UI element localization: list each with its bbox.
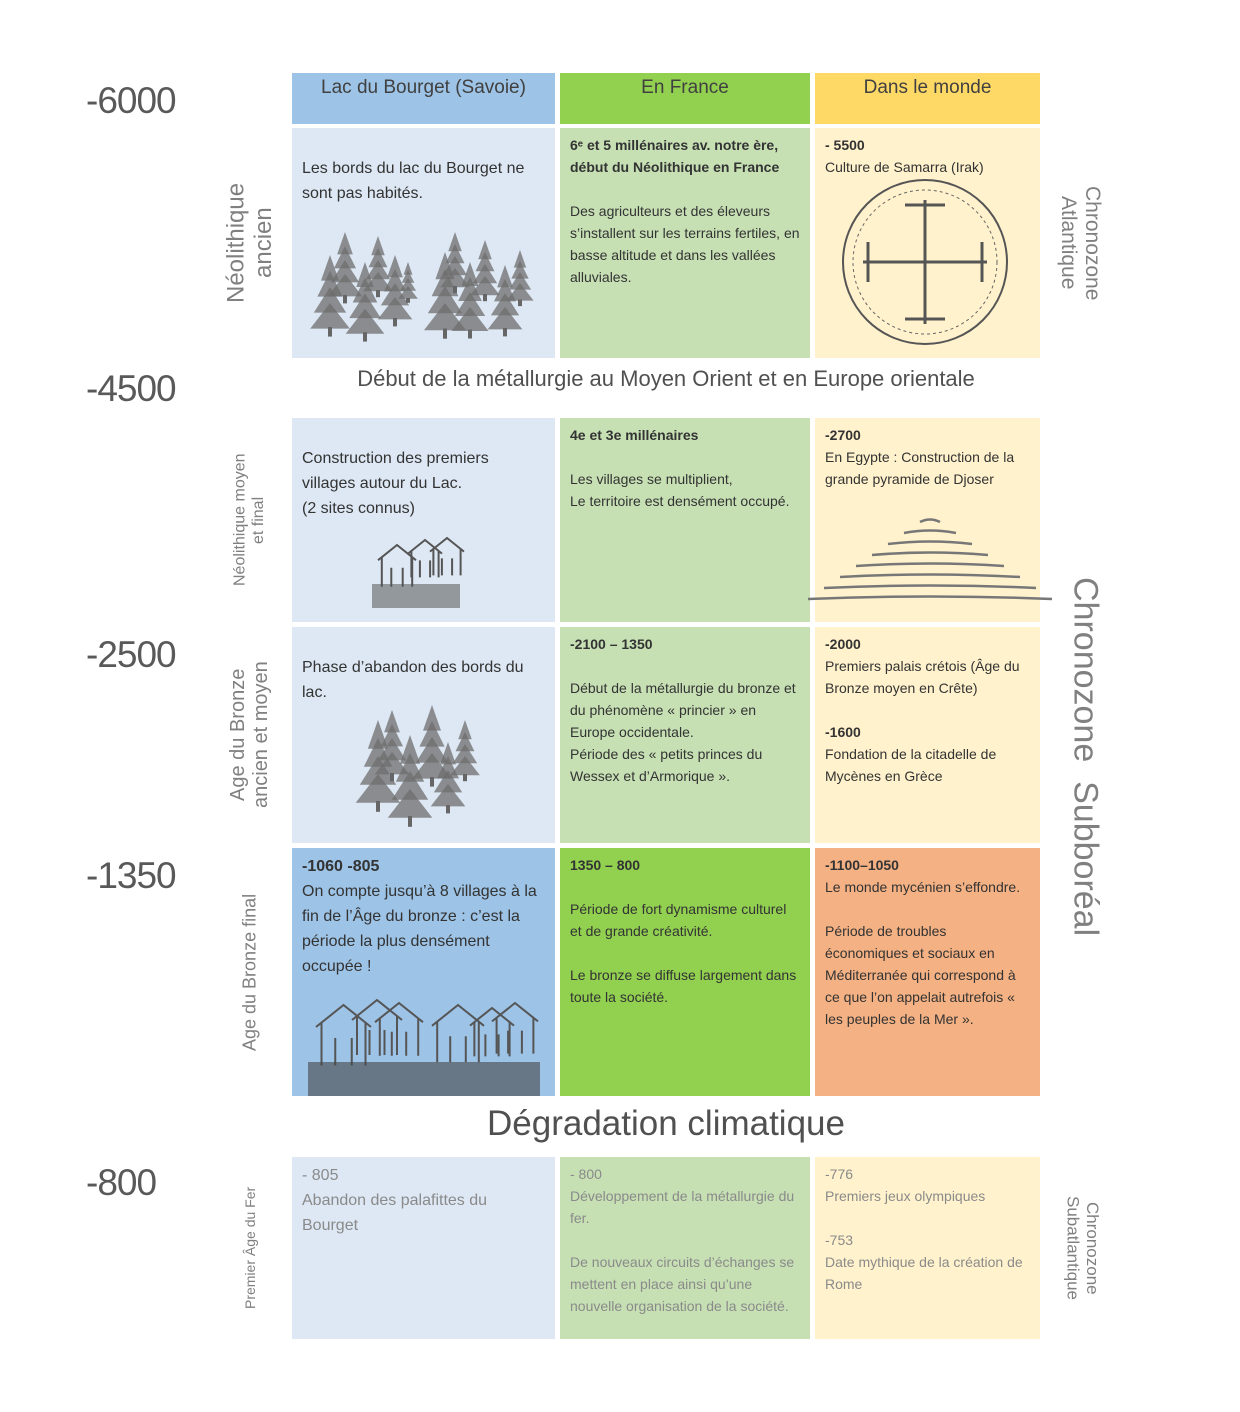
- cell: Phase d’abandon des bords du lac.: [292, 627, 555, 843]
- chronozone-label: Chronozone Subatlantique: [1063, 1196, 1103, 1300]
- cell: -2100 – 1350 Début de la métallurgie du b…: [560, 627, 810, 843]
- cell-text: En Egypte : Construction de la grande py…: [825, 449, 1015, 487]
- cell: -2000 Premiers palais crétois (Âge du Bro…: [815, 627, 1040, 843]
- cell-heading: -753: [825, 1232, 854, 1248]
- cell: 1350 – 800 Période de fort dynamisme cult…: [560, 848, 810, 1096]
- paragraph: 4e et 3e millénaires: [570, 424, 800, 446]
- cell-text: De nouveaux circuits d’échanges se mette…: [570, 1254, 795, 1314]
- column-header: En France: [560, 73, 810, 124]
- paragraph: - 805 Abandon des palafittes du Bourget: [302, 1163, 545, 1238]
- paragraph: Les bords du lac du Bourget ne sont pas …: [302, 156, 545, 206]
- cell: -776 Premiers jeux olympiques -753 Date myt…: [815, 1157, 1040, 1339]
- cell-heading: -776: [825, 1166, 854, 1182]
- cell: -1060 -805 On compte jusqu’à 8 villages à…: [292, 848, 555, 1096]
- paragraph: -1600 Fondation de la citadelle de Mycène…: [825, 721, 1030, 787]
- paragraph: - 5500 Culture de Samarra (Irak): [825, 134, 1030, 178]
- paragraph: De nouveaux circuits d’échanges se mette…: [570, 1251, 800, 1317]
- date-label: -6000: [86, 80, 177, 121]
- cell-text: Développement de la métallurgie du fer.: [570, 1188, 795, 1226]
- paragraph: Les villages se multiplient, Le territoi…: [570, 468, 800, 512]
- chronozone-label: Chronozone Subboréal: [1066, 577, 1105, 937]
- cell: 4e et 3e millénaires Les villages se mult…: [560, 418, 810, 622]
- paragraph: 6ᵉ et 5 millénaires av. notre ère, début…: [570, 134, 800, 178]
- cell: Construction des premiers villages autou…: [292, 418, 555, 622]
- paragraph: Période de troubles économiques et socia…: [825, 920, 1030, 1030]
- cell-heading: -2100 – 1350: [570, 636, 653, 652]
- paragraph: Phase d’abandon des bords du lac.: [302, 655, 545, 705]
- cell-text: Début de la métallurgie du bronze et du …: [570, 680, 796, 784]
- date-label: -4500: [86, 368, 177, 409]
- column-header: Lac du Bourget (Savoie): [292, 73, 555, 124]
- cell-heading: - 805: [302, 1167, 339, 1184]
- cell-heading: 6ᵉ et 5 millénaires av. notre ère, début…: [570, 137, 780, 175]
- paragraph: - 800 Développement de la métallurgie du …: [570, 1163, 800, 1229]
- paragraph: -753 Date mythique de la création de Rome: [825, 1229, 1030, 1295]
- date-label: -1350: [86, 855, 177, 896]
- period-label: Age du Bronze final: [239, 893, 260, 1051]
- cell-text: On compte jusqu’à 8 villages à la fin de…: [302, 883, 537, 975]
- cell-text: Le monde mycénien s’effondre.: [825, 879, 1021, 895]
- cell-text: Premiers palais crétois (Âge du Bronze m…: [825, 658, 1020, 696]
- cell-text: Période de troubles économiques et socia…: [825, 923, 1016, 1027]
- cell-text: Phase d’abandon des bords du lac.: [302, 659, 524, 701]
- cell-text: Culture de Samarra (Irak): [825, 159, 984, 175]
- cell-text: Les villages se multiplient, Le territoi…: [570, 471, 790, 509]
- paragraph: -2700 En Egypte : Construction de la gran…: [825, 424, 1030, 490]
- cell: -1100–1050 Le monde mycénien s’effondre. P…: [815, 848, 1040, 1096]
- cell: Les bords du lac du Bourget ne sont pas …: [292, 128, 555, 358]
- paragraph: Des agriculteurs et des éleveurs s’insta…: [570, 200, 800, 288]
- cell-text: Premiers jeux olympiques: [825, 1188, 986, 1204]
- cell-text: Date mythique de la création de Rome: [825, 1254, 1023, 1292]
- period-label: Age du Bronze ancien et moyen: [227, 661, 272, 809]
- paragraph: -1100–1050 Le monde mycénien s’effondre.: [825, 854, 1030, 898]
- cell-heading: -1600: [825, 724, 861, 740]
- chronozone-label: Chronozone Atlantique: [1057, 185, 1105, 301]
- banner: Dégradation climatique: [487, 1104, 845, 1143]
- cell-text: Construction des premiers villages autou…: [302, 450, 489, 517]
- cell-heading: 4e et 3e millénaires: [570, 427, 699, 443]
- period-label: Néolithique ancien: [222, 182, 277, 304]
- cell-heading: -1060 -805: [302, 858, 380, 875]
- cell-heading: - 800: [570, 1166, 602, 1182]
- cell-text: Fondation de la citadelle de Mycènes en …: [825, 746, 997, 784]
- cell: 6ᵉ et 5 millénaires av. notre ère, début…: [560, 128, 810, 358]
- cell-text: Abandon des palafittes du Bourget: [302, 1192, 488, 1234]
- cell-text: Le bronze se diffuse largement dans tout…: [570, 967, 797, 1005]
- cell-text: Période de fort dynamisme culturel et de…: [570, 901, 787, 939]
- paragraph: -776 Premiers jeux olympiques: [825, 1163, 1030, 1207]
- date-label: -800: [86, 1162, 157, 1203]
- column-header: Dans le monde: [815, 73, 1040, 124]
- cell-heading: -2000: [825, 636, 861, 652]
- paragraph: Période de fort dynamisme culturel et de…: [570, 898, 800, 942]
- cell-text: Des agriculteurs et des éleveurs s’insta…: [570, 203, 800, 285]
- paragraph: Construction des premiers villages autou…: [302, 446, 545, 521]
- paragraph: Le bronze se diffuse largement dans tout…: [570, 964, 800, 1008]
- cell: - 5500 Culture de Samarra (Irak): [815, 128, 1040, 358]
- banner: Début de la métallurgie au Moyen Orient …: [357, 366, 975, 391]
- cell: -2700 En Egypte : Construction de la gran…: [815, 418, 1040, 622]
- cell-heading: - 5500: [825, 137, 865, 153]
- paragraph: -2100 – 1350: [570, 633, 800, 655]
- paragraph: -1060 -805 On compte jusqu’à 8 villages à…: [302, 854, 545, 979]
- cell: - 805 Abandon des palafittes du Bourget: [292, 1157, 555, 1339]
- cell-heading: -2700: [825, 427, 861, 443]
- paragraph: Début de la métallurgie du bronze et du …: [570, 677, 800, 787]
- period-label: Néolithique moyen et final: [231, 453, 267, 587]
- cell-text: Les bords du lac du Bourget ne sont pas …: [302, 160, 525, 202]
- paragraph: -2000 Premiers palais crétois (Âge du Bro…: [825, 633, 1030, 699]
- date-label: -2500: [86, 634, 177, 675]
- cell-heading: 1350 – 800: [570, 857, 641, 873]
- paragraph: 1350 – 800: [570, 854, 800, 876]
- cell-heading: -1100–1050: [825, 857, 899, 873]
- cell: - 800 Développement de la métallurgie du …: [560, 1157, 810, 1339]
- period-label: Premier Âge du Fer: [241, 1186, 258, 1310]
